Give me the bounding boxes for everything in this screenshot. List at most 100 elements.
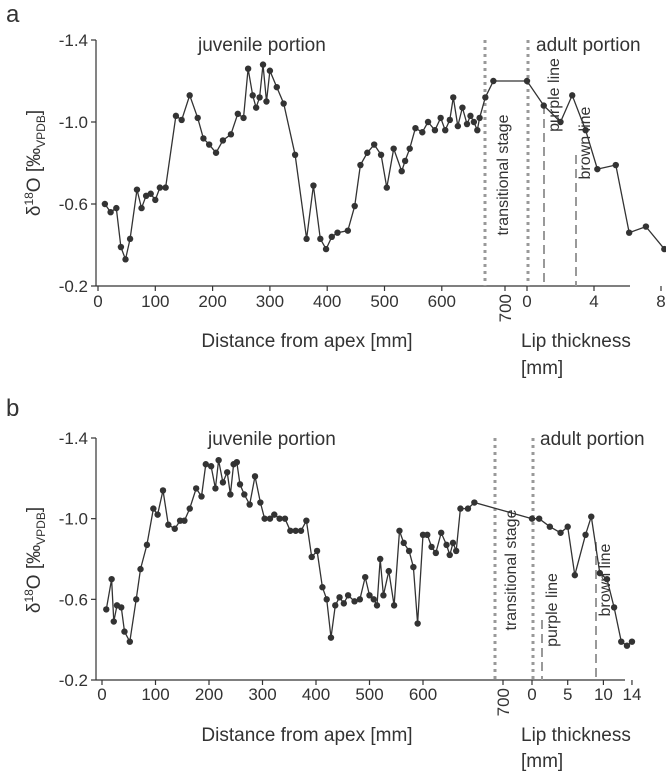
data-point-distance [280, 100, 287, 107]
data-point-distance [219, 479, 227, 486]
data-point-distance [291, 151, 299, 158]
data-point-distance [113, 204, 120, 212]
data-point-distance [328, 233, 335, 240]
data-point-lip [642, 223, 650, 230]
data-point-distance [207, 463, 215, 470]
x-axis-label: Distance from apex [mm] [201, 331, 412, 352]
data-point-distance [303, 235, 310, 243]
lip-tick-label: 14 [622, 685, 641, 704]
data-point-distance [202, 461, 209, 468]
data-point-distance [385, 567, 392, 575]
data-point-distance [118, 604, 125, 611]
data-point-distance [261, 515, 268, 522]
data-point-distance [351, 202, 358, 210]
data-point-transition [471, 499, 478, 506]
data-point-distance [443, 541, 450, 549]
x-tick-label: 100 [141, 292, 169, 311]
data-point-distance [310, 182, 317, 189]
panel-label: b [6, 395, 19, 422]
data-point-distance [380, 592, 387, 599]
data-point-distance [396, 527, 403, 534]
data-point-distance [122, 256, 129, 263]
data-point-distance [401, 157, 409, 165]
data-point-distance [154, 511, 161, 518]
x-tick-label: 600 [409, 685, 437, 704]
data-point-distance [449, 539, 457, 547]
data-point-distance [373, 602, 381, 609]
data-point-distance [414, 620, 421, 627]
data-point-distance [332, 602, 339, 609]
data-point-distance [467, 112, 474, 120]
data-point-transition [476, 114, 483, 122]
data-point-lip [523, 77, 531, 85]
data-point-distance [171, 525, 178, 532]
data-point-lip [628, 638, 636, 645]
lip-tick-label: 0 [527, 685, 536, 704]
data-point-lip [582, 127, 589, 134]
data-point-distance [103, 606, 110, 613]
data-point-distance [200, 135, 207, 142]
data-point-distance [327, 634, 335, 641]
data-point-distance [400, 539, 407, 547]
data-point-distance [273, 83, 280, 91]
data-point-distance [198, 493, 205, 500]
data-point-lip [610, 604, 618, 611]
data-point-distance [107, 209, 114, 216]
data-point-distance [108, 575, 115, 583]
lip-axis-unit: [mm] [521, 751, 563, 772]
data-point-distance [303, 517, 310, 524]
x-tick-label: 0 [97, 685, 106, 704]
data-point-distance [459, 104, 466, 111]
data-point-distance [428, 543, 435, 551]
data-point-distance [159, 487, 167, 494]
data-point-distance [322, 245, 330, 253]
x-tick-label: 300 [248, 685, 276, 704]
data-point-lip [564, 523, 571, 530]
data-point-distance [446, 551, 453, 559]
data-point-lip [618, 638, 625, 645]
data-point-distance [419, 129, 426, 136]
data-point-distance [178, 116, 185, 124]
data-point-distance [336, 594, 343, 601]
data-point-distance [406, 145, 413, 152]
data-point-lip [546, 523, 554, 530]
x-tick-label: 400 [313, 292, 341, 311]
data-point-distance [252, 104, 260, 111]
data-point-distance [377, 151, 385, 158]
lip-tick-label: 8 [656, 292, 665, 311]
data-point-distance [323, 596, 330, 603]
data-point-distance [454, 122, 462, 130]
data-point-distance [186, 92, 193, 99]
data-point-distance [319, 584, 326, 591]
lip-axis-unit: [mm] [521, 358, 563, 379]
data-point-distance [165, 521, 172, 528]
data-point-lip [603, 575, 611, 583]
data-point-lip [557, 529, 564, 536]
data-point-distance [162, 184, 169, 191]
data-point-distance [452, 547, 460, 555]
adult-portion-label: adult portion [540, 429, 645, 450]
data-point-distance [424, 118, 432, 126]
y-axis-label: δ18O [‰VPDB] [22, 110, 48, 216]
data-point-distance [437, 114, 444, 122]
data-point-distance [138, 204, 145, 212]
data-point-distance [366, 592, 373, 599]
data-point-distance [308, 553, 315, 561]
x-tick-label: 0 [93, 292, 102, 311]
purple-line-label: purple line [546, 58, 563, 132]
lip-tick-label: 5 [563, 685, 572, 704]
data-point-distance [271, 511, 278, 518]
x-tick-label: 600 [428, 292, 456, 311]
data-point-distance [276, 515, 283, 522]
y-tick-label: -0.2 [59, 671, 88, 690]
data-point-distance [121, 628, 128, 635]
data-point-distance [233, 459, 241, 466]
data-point-distance [234, 110, 242, 118]
data-point-distance [192, 485, 200, 492]
data-point-distance [437, 529, 445, 536]
data-point-distance [156, 184, 164, 191]
x-tick-label: 500 [355, 685, 383, 704]
data-point-distance [126, 235, 134, 243]
data-point-distance [412, 124, 419, 132]
data-point-distance [364, 149, 371, 156]
